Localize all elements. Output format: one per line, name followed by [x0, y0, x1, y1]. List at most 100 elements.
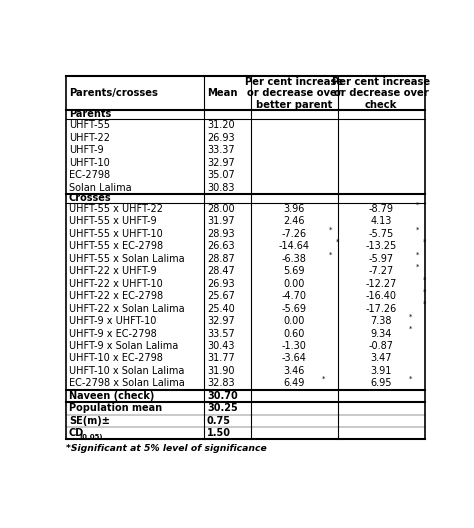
Text: Parents: Parents — [69, 109, 111, 119]
Text: *Significant at 5% level of significance: *Significant at 5% level of significance — [66, 444, 266, 454]
Text: UHFT-22: UHFT-22 — [69, 133, 110, 143]
Text: UHFT-55 x UHFT-10: UHFT-55 x UHFT-10 — [69, 229, 163, 239]
Text: 0.00: 0.00 — [283, 316, 305, 326]
Text: -7.26: -7.26 — [282, 229, 307, 239]
Text: 28.00: 28.00 — [207, 204, 235, 214]
Text: *: * — [422, 276, 426, 282]
Text: -3.64: -3.64 — [282, 353, 307, 363]
Text: 33.37: 33.37 — [207, 145, 235, 155]
Text: Crosses: Crosses — [69, 193, 111, 203]
Text: -5.69: -5.69 — [282, 304, 307, 314]
Text: 0.60: 0.60 — [283, 328, 305, 338]
Text: UHFT-22 x UHFT-10: UHFT-22 x UHFT-10 — [69, 279, 163, 289]
Text: SE(m)±: SE(m)± — [69, 416, 109, 426]
Text: -13.25: -13.25 — [365, 241, 397, 251]
Text: UHFT-9: UHFT-9 — [69, 145, 103, 155]
Text: *: * — [416, 227, 419, 232]
Text: *: * — [329, 227, 332, 232]
Text: 30.70: 30.70 — [207, 391, 238, 401]
Text: UHFT-22 x EC-2798: UHFT-22 x EC-2798 — [69, 291, 163, 301]
Text: *: * — [409, 326, 412, 332]
Text: Naveen (check): Naveen (check) — [69, 391, 154, 401]
Text: 26.93: 26.93 — [207, 279, 235, 289]
Text: UHFT-55: UHFT-55 — [69, 120, 110, 130]
Text: EC-2798: EC-2798 — [69, 170, 110, 180]
Text: 9.34: 9.34 — [371, 328, 392, 338]
Text: UHFT-55 x EC-2798: UHFT-55 x EC-2798 — [69, 241, 163, 251]
Text: Mean: Mean — [207, 88, 237, 98]
Text: EC-2798 x Solan Lalima: EC-2798 x Solan Lalima — [69, 379, 184, 389]
Text: 28.93: 28.93 — [207, 229, 235, 239]
Text: UHFT-55 x Solan Lalima: UHFT-55 x Solan Lalima — [69, 254, 184, 264]
Text: -14.64: -14.64 — [279, 241, 310, 251]
Text: UHFT-10: UHFT-10 — [69, 157, 109, 167]
Text: -8.79: -8.79 — [369, 204, 394, 214]
Text: UHFT-22 x UHFT-9: UHFT-22 x UHFT-9 — [69, 266, 156, 276]
Text: *: * — [322, 376, 326, 382]
Text: UHFT-55 x UHFT-22: UHFT-55 x UHFT-22 — [69, 204, 163, 214]
Text: -7.27: -7.27 — [369, 266, 394, 276]
Text: 3.91: 3.91 — [371, 366, 392, 376]
Text: 6.95: 6.95 — [371, 379, 392, 389]
Text: UHFT-9 x UHFT-10: UHFT-9 x UHFT-10 — [69, 316, 156, 326]
Text: 35.07: 35.07 — [207, 170, 235, 180]
Text: 31.77: 31.77 — [207, 353, 235, 363]
Text: Solan Lalima: Solan Lalima — [69, 183, 131, 193]
Text: Per cent increase
or decrease over
check: Per cent increase or decrease over check — [332, 77, 430, 110]
Text: 2.46: 2.46 — [283, 216, 305, 227]
Text: UHFT-10 x EC-2798: UHFT-10 x EC-2798 — [69, 353, 163, 363]
Text: *: * — [422, 239, 426, 245]
Text: -6.38: -6.38 — [282, 254, 307, 264]
Text: 30.25: 30.25 — [207, 403, 238, 413]
Text: -5.75: -5.75 — [369, 229, 394, 239]
Text: *: * — [409, 314, 412, 320]
Text: *: * — [416, 264, 419, 270]
Text: 3.46: 3.46 — [283, 366, 305, 376]
Text: *: * — [422, 289, 426, 295]
Text: -4.70: -4.70 — [282, 291, 307, 301]
Text: 32.83: 32.83 — [207, 379, 235, 389]
Text: UHFT-55 x UHFT-9: UHFT-55 x UHFT-9 — [69, 216, 156, 227]
Text: Parents/crosses: Parents/crosses — [69, 88, 158, 98]
Text: 28.87: 28.87 — [207, 254, 235, 264]
Text: Population mean: Population mean — [69, 403, 162, 413]
Text: 31.20: 31.20 — [207, 120, 235, 130]
Text: 33.57: 33.57 — [207, 328, 235, 338]
Text: 0.75: 0.75 — [207, 416, 231, 426]
Bar — [66, 77, 425, 439]
Text: 7.38: 7.38 — [371, 316, 392, 326]
Text: 0.00: 0.00 — [283, 279, 305, 289]
Text: 26.93: 26.93 — [207, 133, 235, 143]
Text: 3.47: 3.47 — [371, 353, 392, 363]
Text: 5.69: 5.69 — [283, 266, 305, 276]
Text: 3.96: 3.96 — [283, 204, 305, 214]
Text: -0.87: -0.87 — [369, 341, 394, 351]
Text: UHFT-9 x Solan Lalima: UHFT-9 x Solan Lalima — [69, 341, 178, 351]
Text: 32.97: 32.97 — [207, 157, 235, 167]
Text: *: * — [336, 239, 339, 245]
Text: Per cent increase
or decrease over
better parent: Per cent increase or decrease over bette… — [245, 77, 343, 110]
Text: *: * — [416, 251, 419, 258]
Text: -17.26: -17.26 — [365, 304, 397, 314]
Text: 6.49: 6.49 — [283, 379, 305, 389]
Text: *: * — [422, 301, 426, 307]
Text: 25.67: 25.67 — [207, 291, 235, 301]
Text: CD: CD — [69, 428, 84, 438]
Text: *: * — [329, 251, 332, 258]
Text: -5.97: -5.97 — [369, 254, 394, 264]
Text: 28.47: 28.47 — [207, 266, 235, 276]
Text: 4.13: 4.13 — [371, 216, 392, 227]
Text: 30.43: 30.43 — [207, 341, 235, 351]
Text: -16.40: -16.40 — [366, 291, 397, 301]
Text: 31.97: 31.97 — [207, 216, 235, 227]
Text: 31.90: 31.90 — [207, 366, 235, 376]
Text: 25.40: 25.40 — [207, 304, 235, 314]
Text: 32.97: 32.97 — [207, 316, 235, 326]
Text: *: * — [416, 202, 419, 208]
Text: -12.27: -12.27 — [365, 279, 397, 289]
Text: *: * — [409, 376, 412, 382]
Text: -1.30: -1.30 — [282, 341, 307, 351]
Text: (0.05): (0.05) — [79, 433, 102, 440]
Text: 30.83: 30.83 — [207, 183, 235, 193]
Text: 26.63: 26.63 — [207, 241, 235, 251]
